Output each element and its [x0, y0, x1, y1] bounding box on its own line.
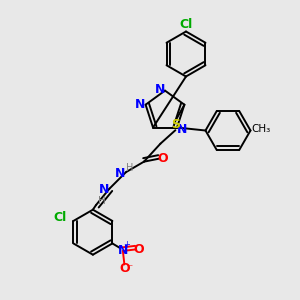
Text: Cl: Cl — [53, 212, 67, 224]
Text: O: O — [134, 243, 144, 256]
Text: O: O — [157, 152, 168, 165]
Text: +: + — [123, 240, 130, 249]
Text: O: O — [119, 262, 130, 275]
Text: N: N — [135, 98, 146, 111]
Text: S: S — [171, 118, 180, 131]
Text: H: H — [98, 196, 106, 206]
Text: Cl: Cl — [179, 17, 193, 31]
Text: N: N — [177, 122, 188, 136]
Text: CH₃: CH₃ — [251, 124, 271, 134]
Text: N: N — [118, 244, 128, 257]
Text: ⁻: ⁻ — [127, 263, 132, 273]
Text: N: N — [115, 167, 126, 180]
Text: H: H — [126, 163, 133, 173]
Text: N: N — [99, 183, 110, 196]
Text: N: N — [154, 82, 165, 96]
